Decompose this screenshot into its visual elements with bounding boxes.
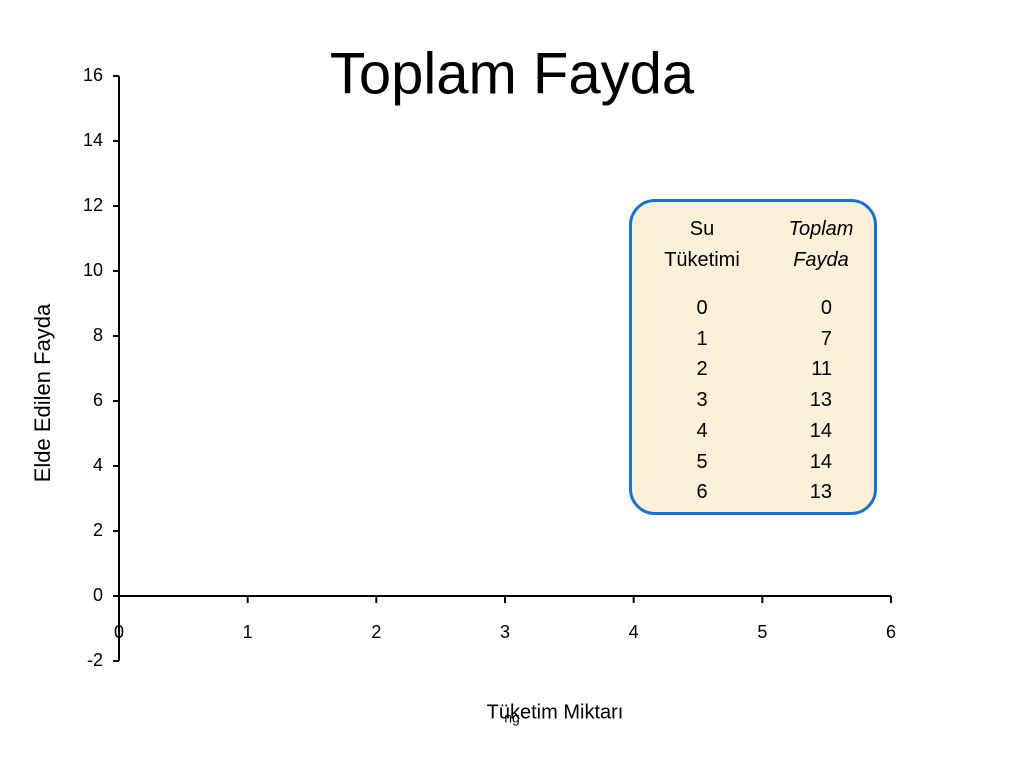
y-axis-label: Elde Edilen Fayda: [30, 303, 55, 482]
y-tick-label: 4: [93, 455, 103, 475]
y-tick-label: 14: [83, 130, 103, 150]
table-cell: 2: [696, 358, 708, 381]
table-header: Toplam Fayda: [788, 218, 854, 271]
y-tick-label: -2: [87, 650, 103, 670]
table-cell: 1: [696, 327, 708, 350]
table-cell: 3: [696, 389, 708, 412]
table-cell: 4: [696, 419, 708, 442]
table-cell: 6: [696, 481, 708, 504]
table-cell: 11: [811, 358, 832, 381]
y-tick-label: 6: [93, 390, 103, 410]
data-table: Su Tüketimi Toplam Fayda 0 0 1 7 2 11 3 13 4 14 5 14 6…: [629, 199, 877, 515]
table-cell: 14: [809, 419, 832, 442]
y-tick-label: 10: [83, 260, 103, 280]
table-cell: 0: [696, 297, 708, 319]
x-tick-label: 1: [243, 622, 253, 642]
table-cell: 0: [820, 297, 832, 319]
x-tick-label: 0: [114, 622, 124, 642]
table-cell: 13: [809, 481, 832, 504]
chart-title: Toplam Fayda: [330, 41, 695, 106]
y-tick-label: 0: [93, 585, 103, 605]
table-cell: 13: [809, 389, 832, 412]
y-tick-label: 16: [83, 65, 103, 85]
y-tick-label: 2: [93, 520, 103, 540]
y-tick-label: 8: [93, 325, 103, 345]
table-header: Su Tüketimi: [664, 218, 740, 271]
x-tick-label: 5: [757, 622, 767, 642]
x-axis-label: Tüketim Miktarı: [487, 701, 624, 723]
x-tick-label: 6: [886, 622, 896, 642]
y-tick-label: 12: [83, 195, 103, 215]
x-tick-label: 2: [371, 622, 381, 642]
table-cell: 5: [696, 450, 708, 473]
x-tick-label: 4: [629, 622, 639, 642]
table-cell: 14: [809, 450, 832, 473]
table-cell: 7: [820, 327, 832, 350]
x-tick-label: 3: [500, 622, 510, 642]
annotation: ng: [504, 710, 520, 726]
